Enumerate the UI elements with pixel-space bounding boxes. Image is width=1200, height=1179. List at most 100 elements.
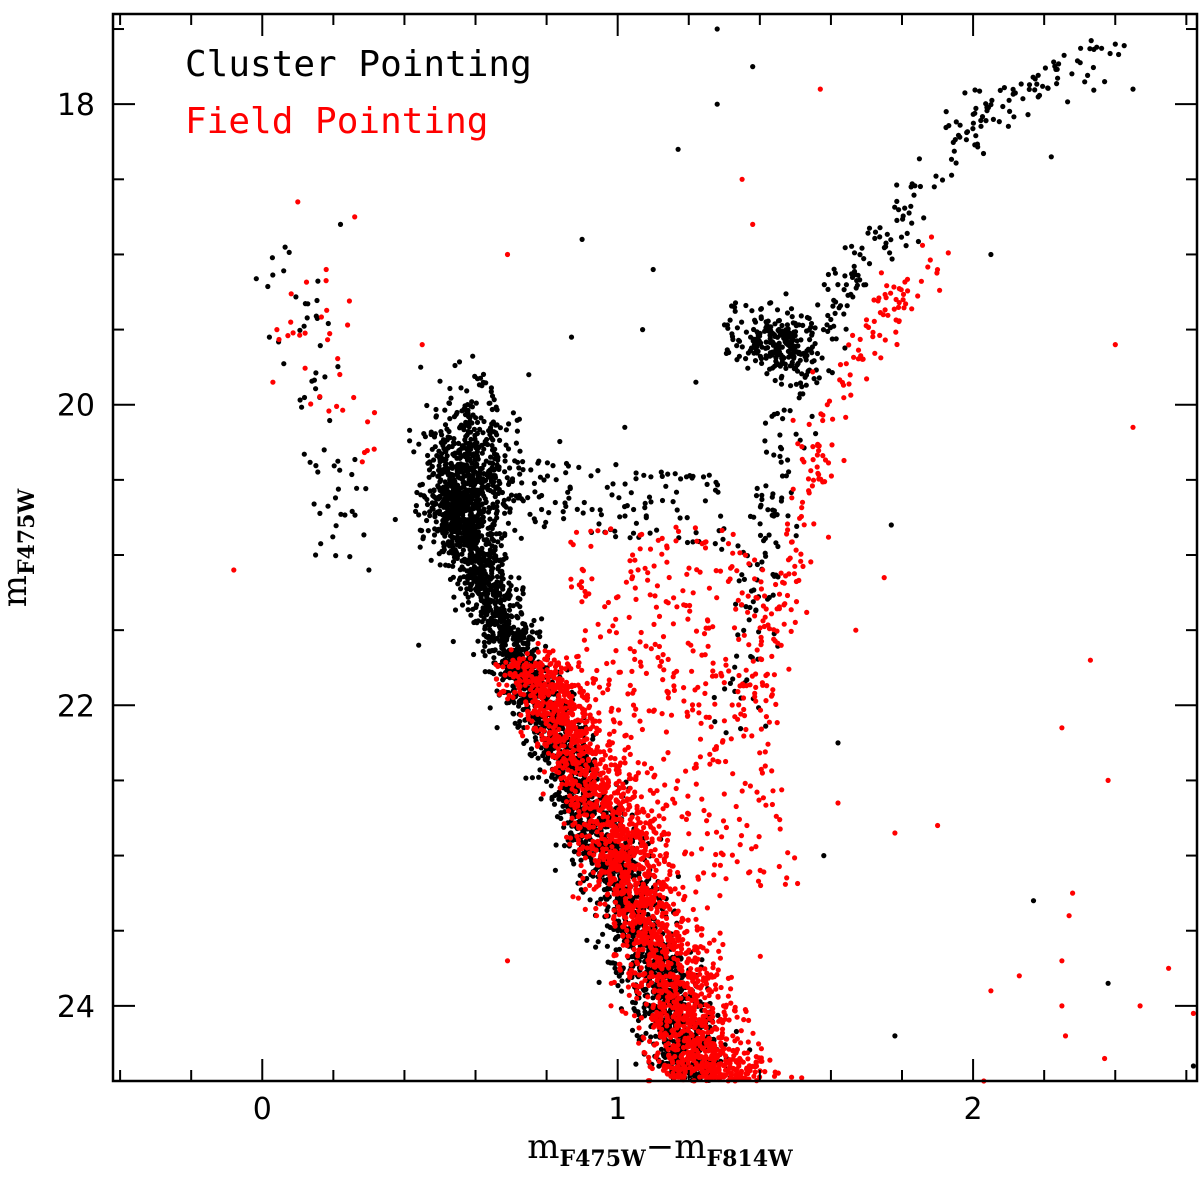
- cluster-point: [797, 380, 804, 386]
- cluster-point: [604, 484, 610, 490]
- cluster-point: [749, 308, 755, 314]
- cluster-point: [831, 266, 837, 272]
- cluster-point: [485, 609, 491, 615]
- cluster-point: [949, 172, 955, 178]
- cluster-point: [297, 397, 303, 403]
- cluster-point: [515, 724, 521, 730]
- cluster-point: [442, 439, 448, 445]
- cluster-point: [809, 330, 815, 336]
- field-point: [728, 986, 734, 992]
- cluster-point: [736, 578, 742, 584]
- cluster-point: [487, 516, 493, 522]
- cluster-point: [301, 323, 307, 329]
- cluster-point: [508, 574, 514, 580]
- cluster-point: [713, 479, 719, 485]
- cluster-point: [548, 783, 554, 789]
- cluster-point: [803, 382, 809, 388]
- field-point: [730, 1033, 736, 1039]
- cluster-point: [610, 481, 616, 487]
- cluster-point: [630, 999, 636, 1005]
- cluster-point: [723, 730, 729, 736]
- cluster-point: [494, 499, 501, 505]
- cluster-point: [502, 503, 508, 509]
- cluster-point: [785, 348, 792, 354]
- cluster-point: [560, 803, 566, 809]
- cluster-point: [551, 801, 558, 807]
- cluster-point: [491, 479, 497, 485]
- cluster-point: [741, 576, 748, 583]
- cluster-point: [974, 141, 981, 147]
- cluster-point: [781, 330, 787, 336]
- cluster-point: [894, 217, 900, 223]
- cluster-point: [510, 410, 516, 416]
- cluster-point: [750, 599, 756, 605]
- cluster-point: [544, 778, 550, 784]
- cluster-point: [741, 627, 747, 634]
- cluster-point: [996, 119, 1002, 125]
- cluster-point: [552, 499, 558, 506]
- cluster-point: [596, 979, 602, 986]
- cluster-point: [842, 273, 848, 279]
- cluster-point: [658, 469, 664, 475]
- cluster-point: [720, 536, 726, 542]
- cluster-point: [916, 156, 923, 162]
- cluster-point: [494, 574, 500, 580]
- cluster-point: [513, 586, 519, 593]
- cluster-point: [771, 411, 777, 417]
- cluster-point: [783, 291, 789, 297]
- cluster-point: [831, 323, 837, 329]
- cluster-point: [841, 287, 847, 293]
- cluster-point: [593, 944, 599, 950]
- cluster-point: [615, 983, 621, 989]
- cluster-point: [1034, 81, 1040, 87]
- cluster-point: [484, 573, 490, 580]
- cluster-point: [816, 375, 822, 381]
- cluster-point: [973, 105, 979, 111]
- cluster-point: [917, 183, 924, 190]
- cluster-point: [490, 437, 496, 443]
- cluster-point: [446, 563, 452, 569]
- cluster-point: [752, 358, 759, 364]
- field-point: [617, 967, 623, 973]
- cluster-point: [460, 479, 467, 485]
- cluster-point: [438, 471, 444, 477]
- cluster-point: [714, 26, 720, 32]
- cluster-point: [442, 479, 448, 485]
- cluster-point: [553, 477, 559, 483]
- cluster-point: [469, 592, 475, 598]
- cluster-point: [253, 276, 259, 282]
- cluster-point: [493, 608, 499, 615]
- cluster-point: [489, 421, 495, 427]
- cluster-point: [456, 450, 462, 456]
- cluster-point: [491, 655, 497, 661]
- cluster-point: [613, 534, 619, 540]
- cluster-point: [689, 475, 695, 481]
- cluster-point: [486, 400, 492, 406]
- cluster-point: [642, 500, 648, 506]
- cluster-point: [502, 453, 508, 459]
- cluster-point: [1087, 46, 1093, 52]
- cluster-point: [933, 173, 939, 179]
- cluster-point: [434, 528, 441, 534]
- cluster-point: [481, 418, 487, 425]
- cluster-point: [735, 543, 741, 549]
- cluster-point: [861, 282, 867, 288]
- cluster-point: [866, 261, 873, 267]
- cluster-point: [770, 592, 776, 598]
- cluster-point: [809, 413, 815, 419]
- cluster-point: [430, 493, 436, 499]
- cluster-point: [634, 1033, 640, 1039]
- cluster-point: [315, 469, 321, 475]
- cluster-point: [502, 458, 508, 464]
- cluster-point: [595, 468, 601, 474]
- cluster-point: [450, 493, 456, 499]
- cluster-point: [734, 325, 741, 331]
- cluster-point: [439, 451, 445, 457]
- field-point: [565, 808, 572, 814]
- cluster-point: [804, 328, 810, 334]
- cluster-point: [773, 572, 779, 578]
- cluster-point: [729, 331, 735, 337]
- cluster-point: [892, 204, 898, 210]
- cluster-point: [659, 497, 666, 504]
- cluster-point: [843, 326, 849, 332]
